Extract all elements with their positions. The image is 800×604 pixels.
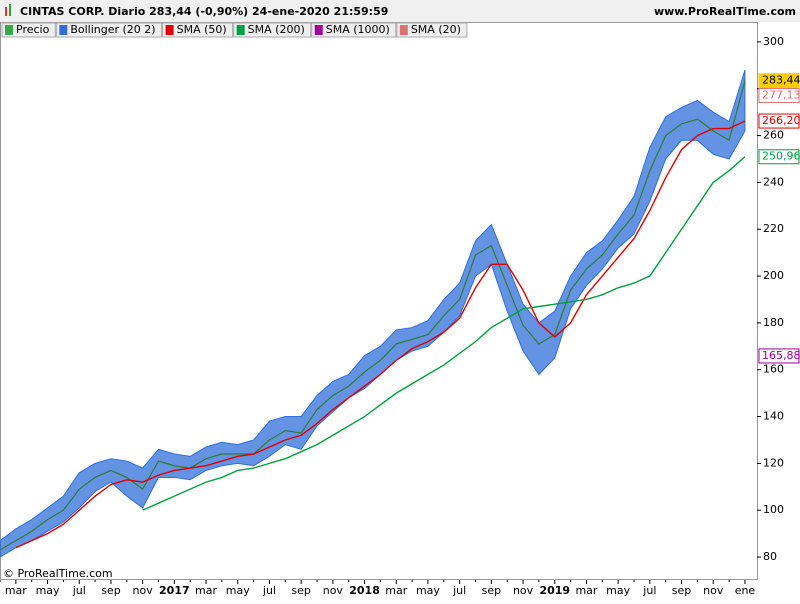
price-label: 277,13: [762, 88, 800, 101]
x-tick-label: jul: [642, 584, 656, 597]
legend-item[interactable]: SMA (1000): [311, 22, 397, 38]
x-tick-label: nov: [513, 584, 534, 597]
y-tick-label: 160: [763, 363, 784, 376]
x-tick-label: mar: [575, 584, 597, 597]
legend-bg: [162, 22, 234, 38]
x-tick-label: jul: [452, 584, 466, 597]
legend-bg: [1, 22, 56, 38]
x-tick-label: may: [416, 584, 440, 597]
y-tick-label: 100: [763, 503, 784, 516]
x-tick-label: sep: [672, 584, 691, 597]
x-tick-label: sep: [482, 584, 501, 597]
price-label-box: [758, 113, 800, 129]
chart-title: CINTAS CORP. Diario 283,44 (-0,90%) 24-e…: [20, 5, 388, 18]
legend-label: SMA (50): [177, 23, 227, 36]
x-tick-label: 2018: [349, 584, 380, 597]
x-tick-label: 2017: [159, 584, 190, 597]
legend-swatch: [236, 25, 245, 35]
legend-item[interactable]: Bollinger (20 2): [55, 22, 163, 38]
price-label-box: [758, 73, 800, 89]
legend-bg: [55, 22, 163, 38]
x-tick-label: may: [606, 584, 630, 597]
legend-bg: [311, 22, 397, 38]
chart-icon: [5, 4, 11, 16]
x-tick-label: jul: [72, 584, 86, 597]
x-tick-label: sep: [291, 584, 310, 597]
x-tick-label: 2019: [539, 584, 570, 597]
legend-swatch: [165, 25, 174, 35]
y-tick-label: 180: [763, 316, 784, 329]
legend-label: Bollinger (20 2): [70, 23, 155, 36]
legend-item[interactable]: Precio: [1, 22, 56, 38]
y-tick-label: 300: [763, 35, 784, 48]
legend-bg: [233, 22, 312, 38]
x-tick-label: may: [36, 584, 60, 597]
price-label: 165,88: [762, 349, 800, 362]
legend-label: Precio: [16, 23, 50, 36]
legend-swatch: [399, 25, 408, 35]
legend-swatch: [314, 25, 323, 35]
x-tick-label: mar: [5, 584, 27, 597]
legend-label: SMA (200): [248, 23, 305, 36]
legend-swatch: [5, 25, 13, 35]
x-tick-label: nov: [323, 584, 344, 597]
y-tick-label: 220: [763, 222, 784, 235]
y-tick-label: 240: [763, 175, 784, 188]
price-label-box: [758, 348, 800, 364]
legend-label: SMA (20): [411, 23, 461, 36]
x-tick-label: sep: [101, 584, 120, 597]
y-tick-label: 140: [763, 410, 784, 423]
bollinger-band: [0, 69, 746, 558]
legend-swatch: [59, 25, 68, 35]
price-label: 266,20: [762, 114, 800, 127]
legend-item[interactable]: SMA (50): [162, 22, 234, 38]
x-tick-label: jul: [262, 584, 276, 597]
price-label-box: [758, 87, 800, 103]
x-tick-label: mar: [385, 584, 407, 597]
title-bar: [0, 0, 800, 22]
price-label: 250,96: [762, 150, 800, 163]
x-tick-label: mar: [195, 584, 217, 597]
y-tick-label: 260: [763, 129, 784, 142]
x-tick-label: may: [226, 584, 250, 597]
price-label-box: [758, 149, 800, 165]
legend-item[interactable]: SMA (20): [396, 22, 468, 38]
x-tick-label: ene: [735, 584, 756, 597]
legend-bg: [396, 22, 468, 38]
y-tick-label: 200: [763, 269, 784, 282]
x-tick-label: nov: [703, 584, 724, 597]
legend-item[interactable]: SMA (200): [233, 22, 312, 38]
series-line: [0, 80, 746, 551]
y-tick-label: 80: [763, 550, 777, 563]
price-label: 283,44: [762, 74, 800, 87]
copyright: © ProRealTime.com: [3, 567, 113, 580]
series-line: [142, 156, 746, 511]
x-tick-label: nov: [133, 584, 154, 597]
legend-label: SMA (1000): [326, 23, 390, 36]
y-tick-label: 120: [763, 456, 784, 469]
site-link[interactable]: www.ProRealTime.com: [654, 5, 796, 18]
series-line: [15, 120, 746, 549]
